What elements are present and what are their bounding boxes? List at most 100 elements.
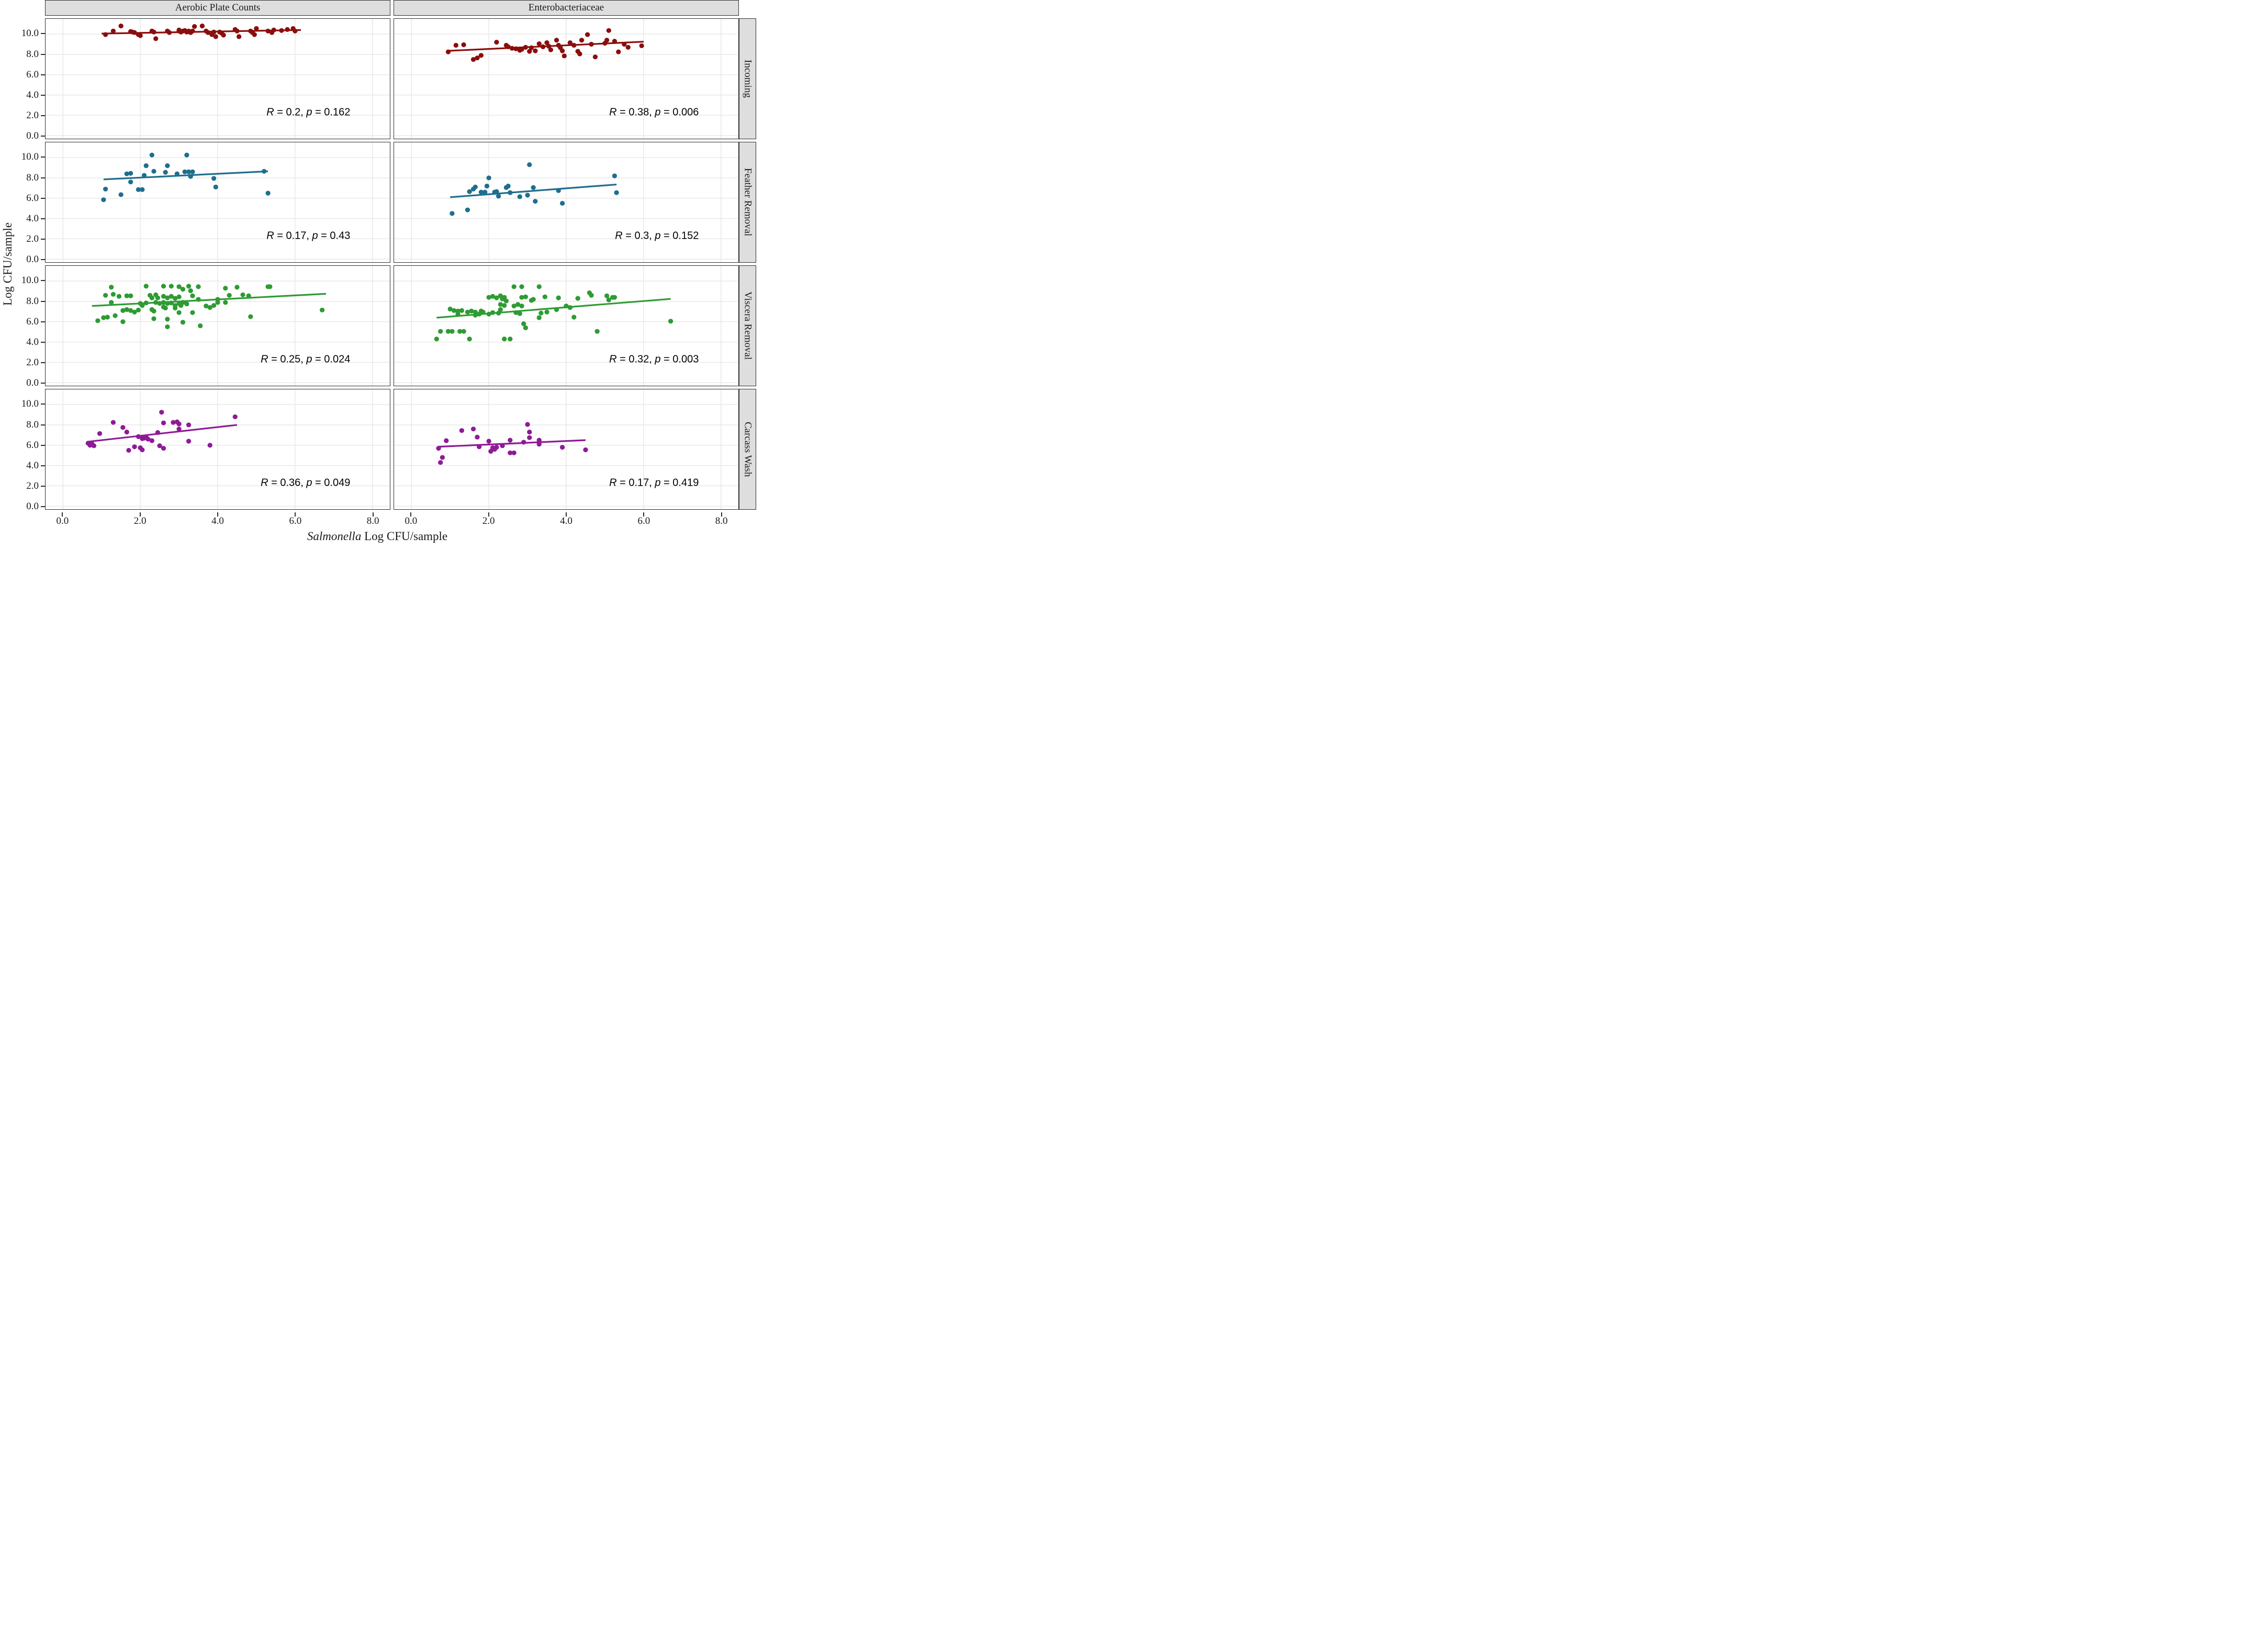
data-point: [486, 295, 491, 300]
data-point: [151, 169, 156, 174]
data-point: [531, 185, 536, 190]
data-point: [182, 169, 187, 174]
data-point: [536, 315, 542, 320]
data-point: [475, 55, 480, 61]
data-point: [531, 297, 536, 302]
data-point: [488, 449, 493, 454]
data-point: [450, 211, 455, 216]
data-point: [616, 49, 621, 54]
data-point: [165, 317, 170, 322]
x-tick-label: 0.0: [405, 516, 418, 526]
data-point: [592, 54, 598, 60]
data-point: [523, 325, 529, 330]
data-point: [554, 38, 559, 43]
data-point: [128, 180, 133, 185]
y-tick-mark: [41, 115, 45, 116]
data-point: [176, 284, 182, 289]
data-point: [207, 443, 212, 448]
data-point: [527, 429, 532, 435]
data-point: [240, 292, 245, 297]
data-point: [559, 445, 565, 450]
data-point: [438, 460, 443, 465]
data-point: [234, 285, 240, 290]
y-tick-mark: [41, 362, 45, 363]
data-point: [521, 321, 526, 327]
scatter-panel-feather-removal-apc: R = 0.17, p = 0.43: [45, 142, 390, 263]
y-tick-label: 2.0: [26, 356, 39, 368]
y-tick-mark: [41, 218, 45, 219]
x-tick-mark: [410, 512, 412, 517]
x-tick-label: 4.0: [560, 516, 572, 526]
data-point: [639, 43, 644, 49]
correlation-annotation: R = 0.36, p = 0.049: [261, 477, 351, 489]
column-header-label: Enterobacteriaceae: [528, 2, 604, 13]
data-point: [213, 184, 218, 189]
data-point: [606, 297, 611, 302]
y-tick-label: 10.0: [21, 28, 39, 39]
data-point: [319, 307, 325, 312]
row-strip-label: Viscera Removal: [742, 292, 754, 360]
data-point: [116, 294, 122, 299]
data-point: [265, 191, 271, 196]
panel-plot-area: [394, 266, 738, 386]
y-tick-label: 2.0: [26, 480, 39, 491]
data-point: [508, 337, 513, 342]
data-point: [136, 187, 141, 192]
y-tick-mark: [41, 53, 45, 55]
x-tick-label: 8.0: [715, 516, 728, 526]
data-point: [110, 28, 116, 33]
data-point: [140, 447, 145, 453]
data-point: [199, 24, 205, 29]
data-point: [186, 439, 192, 444]
x-axis-title-italic: Salmonella: [307, 530, 362, 543]
data-point: [577, 51, 582, 57]
data-point: [186, 422, 192, 428]
y-tick-label: 0.0: [26, 377, 39, 389]
data-point: [252, 32, 257, 37]
scatter-panel-viscera-removal-entero: R = 0.32, p = 0.003: [394, 265, 739, 386]
panel-plot-area: [394, 142, 738, 262]
data-point: [124, 293, 129, 298]
data-point: [440, 455, 445, 460]
y-tick-label: 6.0: [26, 439, 39, 451]
y-tick-mark: [41, 197, 45, 199]
data-point: [118, 24, 123, 29]
data-point: [502, 295, 507, 300]
data-point: [450, 329, 455, 334]
trend-line: [436, 298, 671, 319]
data-point: [143, 163, 149, 169]
data-point: [571, 315, 577, 320]
data-point: [180, 320, 186, 325]
data-point: [267, 284, 273, 289]
data-point: [149, 295, 154, 300]
data-point: [668, 319, 673, 324]
x-axis-title: Salmonella Log CFU/sample: [16, 528, 739, 548]
data-point: [451, 308, 457, 313]
x-tick-label: 0.0: [56, 516, 69, 526]
data-point: [527, 435, 532, 440]
y-tick-mark: [41, 280, 45, 282]
data-point: [459, 428, 465, 433]
y-tick-label: 2.0: [26, 109, 39, 121]
correlation-annotation: R = 0.32, p = 0.003: [609, 353, 699, 365]
data-point: [498, 302, 503, 307]
data-point: [165, 295, 170, 300]
panel-plot-area: [394, 19, 738, 139]
data-point: [176, 421, 182, 427]
data-point: [482, 189, 488, 195]
data-point: [511, 450, 517, 455]
data-point: [556, 295, 561, 300]
correlation-annotation: R = 0.17, p = 0.43: [266, 230, 351, 242]
column-header-aerobic-plate-counts: Aerobic Plate Counts: [45, 0, 390, 16]
x-tick-label: 2.0: [482, 516, 495, 526]
data-point: [165, 324, 170, 330]
data-point: [508, 438, 513, 443]
scatter-panel-incoming-entero: R = 0.38, p = 0.006: [394, 18, 739, 139]
data-point: [176, 427, 182, 432]
data-point: [544, 40, 549, 46]
data-point: [447, 306, 453, 312]
y-tick-mark: [41, 465, 45, 466]
data-point: [186, 284, 192, 289]
data-point: [508, 450, 513, 455]
x-tick-mark: [643, 512, 645, 517]
